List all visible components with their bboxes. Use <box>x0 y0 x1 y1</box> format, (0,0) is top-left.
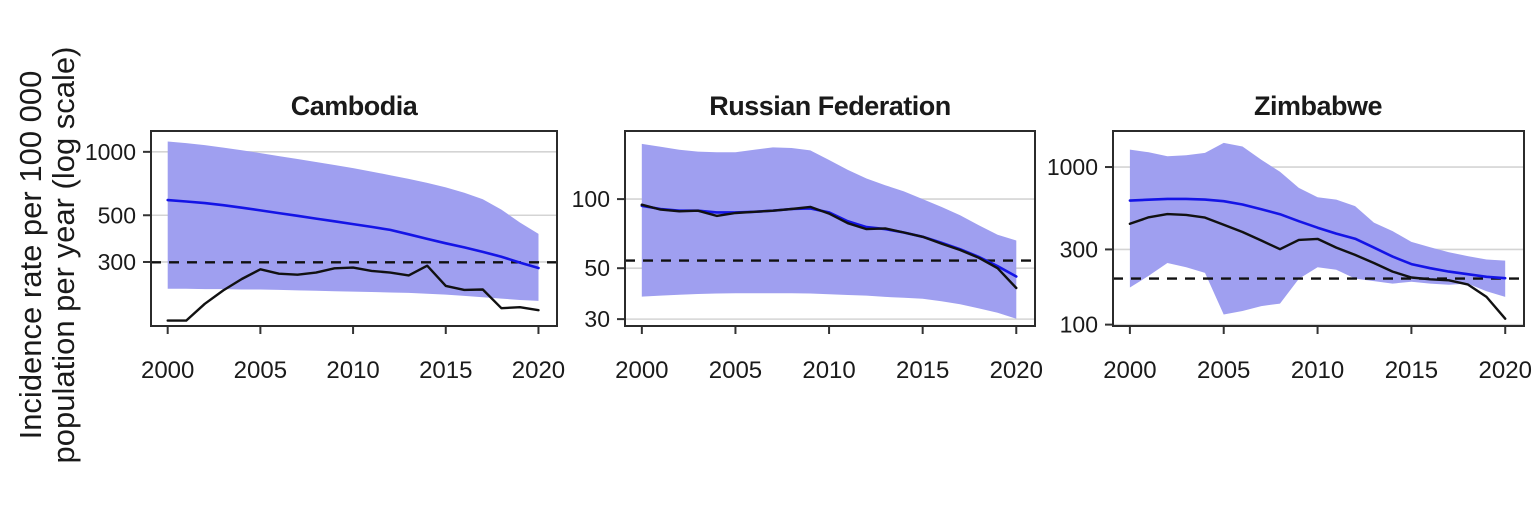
x-tick-label: 2000 <box>615 357 668 384</box>
x-tick-label: 2000 <box>1103 357 1156 384</box>
y-tick-label: 500 <box>98 202 136 228</box>
panel-title-cambodia: Cambodia <box>290 91 418 121</box>
panel-border <box>1112 130 1525 327</box>
y-tick-label: 100 <box>1060 312 1098 338</box>
x-tick-label: 2015 <box>1385 357 1438 384</box>
x-tick-label: 2010 <box>802 357 855 384</box>
notifications-line <box>166 264 540 322</box>
x-tick-label: 2005 <box>1197 357 1250 384</box>
panel-border <box>624 130 1036 327</box>
panel-title-zimbabwe: Zimbabwe <box>1253 91 1383 121</box>
x-tick-label: 2005 <box>234 357 287 384</box>
uncertainty-band <box>167 141 539 301</box>
y-tick-label: 100 <box>572 186 610 212</box>
x-tick-label: 2005 <box>709 357 762 384</box>
x-tick-label: 2000 <box>141 357 194 384</box>
y-tick-label: 1000 <box>85 139 136 165</box>
x-tick-label: 2020 <box>990 357 1043 384</box>
estimate-line <box>1128 197 1507 280</box>
x-tick-label: 2020 <box>1479 357 1532 384</box>
panel-zimbabwe: 2000 2005 2010 2015 2020 1000 300 100 <box>1047 130 1532 384</box>
x-tick-label: 2020 <box>512 357 565 384</box>
estimate-line <box>166 198 540 270</box>
y-tick-label: 30 <box>584 306 610 332</box>
y-tick-label: 300 <box>1060 236 1098 262</box>
uncertainty-band <box>641 143 1017 319</box>
y-tick-label: 50 <box>584 255 610 281</box>
panel-border <box>150 130 558 327</box>
panel-title-russian-federation: Russian Federation <box>709 91 951 121</box>
x-tick-label: 2015 <box>419 357 472 384</box>
x-tick-label: 2010 <box>326 357 379 384</box>
y-tick-label: 300 <box>98 249 136 275</box>
notifications-line <box>640 203 1018 290</box>
x-tick-label: 2015 <box>896 357 949 384</box>
y-tick-label: 1000 <box>1047 154 1098 180</box>
panel-cambodia: 2000 2005 2010 2015 2020 1000 500 300 <box>85 130 565 384</box>
notifications-line <box>1128 212 1507 320</box>
panel-russian-federation: 2000 2005 2010 2015 2020 100 50 30 <box>572 130 1043 384</box>
x-tick-label: 2010 <box>1291 357 1344 384</box>
